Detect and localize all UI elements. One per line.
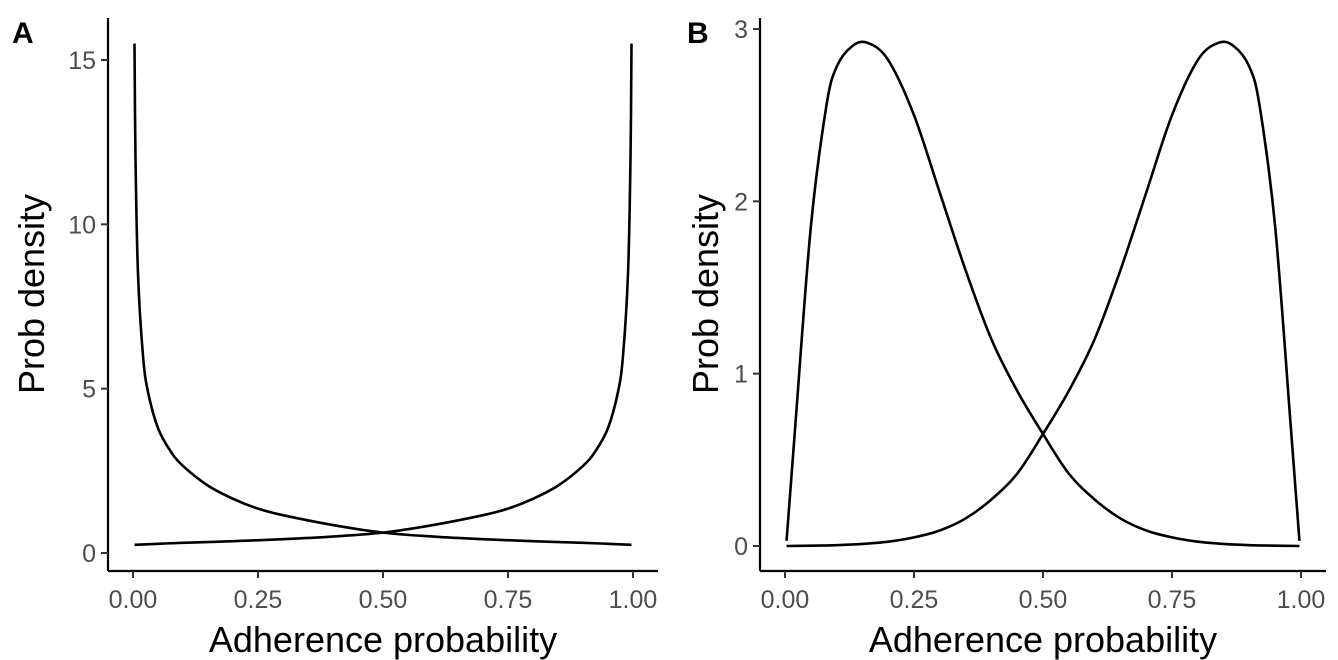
ticks-group: 0 1 2 3 0.00 0.25 0.50 0.75 1.00 <box>734 16 1325 614</box>
y-tick-label: 1 <box>734 361 748 389</box>
panel-b: B Adherence probability Prob density 0 1 2… <box>685 16 1326 660</box>
x-axis-title: Adherence probability <box>869 619 1217 660</box>
x-tick-label: 0.00 <box>761 586 810 614</box>
density-curve-1 <box>133 43 632 547</box>
panel-label: A <box>12 17 34 50</box>
y-axis-title: Prob density <box>685 194 726 394</box>
x-tick-label: 1.00 <box>609 586 658 614</box>
curves-group <box>133 43 633 547</box>
ticks-group: 0 5 10 15 0.00 0.25 0.50 0.75 1.00 <box>68 47 657 614</box>
y-tick-label: 3 <box>734 16 748 44</box>
x-tick-label: 0.25 <box>234 586 283 614</box>
x-tick-label: 0.75 <box>484 586 533 614</box>
panel-label: B <box>687 17 709 50</box>
y-tick-label: 0 <box>82 540 96 568</box>
x-tick-label: 0.50 <box>359 586 408 614</box>
y-axis-title: Prob density <box>11 194 52 394</box>
y-tick-label: 15 <box>68 47 96 75</box>
density-curve-2 <box>786 40 1301 548</box>
density-curve-1 <box>785 40 1300 548</box>
y-tick-label: 5 <box>82 376 96 404</box>
x-tick-label: 0.75 <box>1148 586 1197 614</box>
x-tick-label: 0.50 <box>1019 586 1068 614</box>
x-tick-label: 1.00 <box>1277 586 1326 614</box>
y-tick-label: 0 <box>734 533 748 561</box>
y-tick-label: 10 <box>68 211 96 239</box>
x-tick-label: 0.00 <box>109 586 158 614</box>
curves-group <box>785 40 1301 548</box>
x-axis-title: Adherence probability <box>209 619 557 660</box>
density-curve-2 <box>134 43 633 547</box>
y-tick-label: 2 <box>734 188 748 216</box>
x-tick-label: 0.25 <box>890 586 939 614</box>
panel-a: A Adherence probability Prob density 0 5 1… <box>11 17 658 660</box>
